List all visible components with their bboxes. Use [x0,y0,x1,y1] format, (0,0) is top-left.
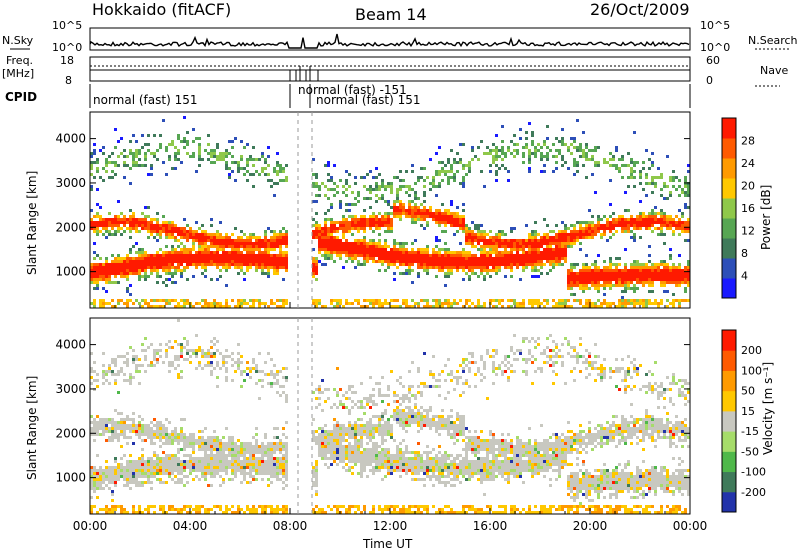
y-tick-label: 1000 [55,265,86,279]
x-tick-label: 12:00 [373,519,408,533]
colorbar-tick-label: 16 [741,202,755,215]
colorbar-tick-label: -15 [741,425,759,438]
freq-tick-high: 18 [60,54,74,67]
y-tick-label: 4000 [55,132,86,146]
colorbar-segment [722,138,736,159]
power-ylabel: Slant Range [km] [25,171,39,275]
colorbar-tick-label: 24 [741,157,755,170]
nsearch-tick-high: 10^5 [700,19,730,32]
cpid-segment-3: normal (fast) 151 [316,93,420,107]
colorbar-tick-label: 8 [741,247,748,260]
colorbar-segment [722,118,736,139]
colorbar-segment [722,451,736,473]
y-tick-label: 4000 [55,338,86,352]
colorbar-segment [722,158,736,179]
colorbar-frame [721,329,737,513]
cpid-segment-1: normal (fast) 151 [93,93,197,107]
y-tick-label: 3000 [55,176,86,190]
colorbar-tick-label: 20 [741,180,755,193]
colorbar-segment [722,278,736,299]
beam-title: Beam 14 [355,5,427,24]
power-colorbar-label: Power [dB] [759,185,773,250]
nave-label: Nave [760,64,788,77]
colorbar-segment [722,198,736,219]
velocity-heatmap [90,319,690,514]
colorbar-segment [722,410,736,432]
freq-gap-marks [289,66,319,81]
freq-panel-frame [89,56,691,82]
colorbar-segment [722,178,736,199]
colorbar-segment [722,218,736,239]
nave-tick-high: 60 [706,54,720,67]
colorbar-segment [722,431,736,452]
x-tick-label: 08:00 [273,519,308,533]
y-tick-label: 2000 [55,220,86,234]
colorbar-tick-label: 100 [741,364,762,377]
nsky-label: N.Sky [2,34,34,47]
colorbar-segment [722,370,736,392]
colorbar-segment [722,258,736,279]
colorbar-segment [722,238,736,259]
x-tick-label: 00:00 [673,519,708,533]
nsky-tick-high: 10^5 [52,19,82,32]
colorbar-tick-label: -50 [741,445,759,458]
colorbar-tick-label: 4 [741,270,748,283]
velocity-colorbar-label: Velocity [m s⁻¹] [761,362,775,455]
colorbar-segment [722,350,736,371]
colorbar-tick-label: 200 [741,344,762,357]
colorbar-tick-label: -100 [741,466,766,479]
y-tick-label: 3000 [55,382,86,396]
x-tick-label: 16:00 [473,519,508,533]
colorbar-segment [722,471,736,493]
nsearch-label: N.Search [748,34,798,47]
freq-tick-low: 8 [65,74,72,87]
x-tick-label: 04:00 [173,519,208,533]
freq-unit-label: [MHz] [2,67,34,80]
nsky-tick-low: 10^0 [52,41,82,54]
velocity-ylabel: Slant Range [km] [25,376,39,480]
cpid-segment-2: normal (fast) -151 [298,83,407,97]
colorbar-tick-label: -200 [741,486,766,499]
time-axis: 00:00 04:00 08:00 12:00 16:00 20:00 00:00 [73,302,708,533]
power-colorbar: 28 24 20 16 12 8 4 [721,117,755,299]
velocity-yaxis: 4000 3000 2000 1000 [55,338,690,485]
colorbar-frame [721,117,737,299]
colorbar-tick-label: 50 [741,385,755,398]
y-tick-label: 1000 [55,471,86,485]
nsky-trace [89,33,690,49]
colorbar-segment [722,491,736,513]
velocity-colorbar: 200 100 50 15 -15 -50 -100 -200 [721,329,766,513]
power-heatmap [90,116,690,308]
colorbar-segment [722,330,736,351]
x-tick-label: 20:00 [573,519,608,533]
colorbar-tick-label: 28 [741,135,755,148]
nave-tick-low: 0 [706,74,713,87]
freq-label: Freq. [6,54,33,67]
nsky-panel-frame [89,27,691,51]
nsearch-tick-low: 10^0 [700,41,730,54]
colorbar-tick-label: 12 [741,225,755,238]
date-title: 26/Oct/2009 [590,0,690,19]
power-yaxis: 4000 3000 2000 1000 [55,132,690,279]
xaxis-label: Time UT [362,537,413,551]
x-tick-label: 00:00 [73,519,108,533]
colorbar-tick-label: 15 [741,405,755,418]
y-tick-label: 2000 [55,426,86,440]
station-title: Hokkaido (fitACF) [92,0,231,19]
cpid-label: CPID [5,90,37,104]
colorbar-segment [722,390,736,412]
